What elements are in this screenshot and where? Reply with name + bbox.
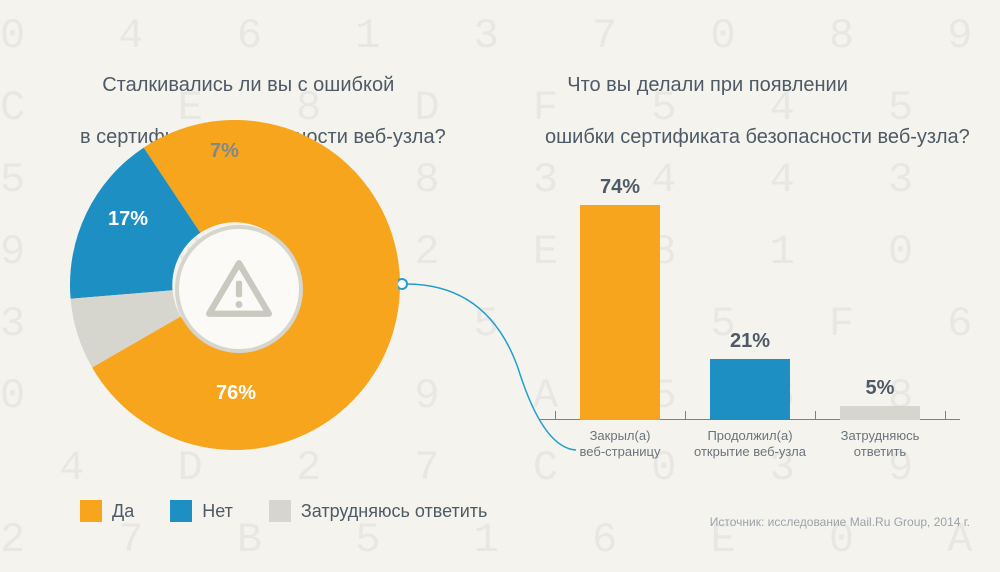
bar-value-label: 74% <box>555 176 685 199</box>
legend-swatch <box>170 500 192 522</box>
source-note: Источник: исследование Mail.Ru Group, 20… <box>710 515 970 529</box>
legend-swatch <box>80 500 102 522</box>
bar <box>710 359 790 420</box>
donut-label-no: 17% <box>108 208 148 231</box>
bar <box>580 205 660 420</box>
left-title-line1: Сталкивались ли вы с ошибкой <box>102 74 394 96</box>
bar-chart: 74%Закрыл(а) веб-страницу21%Продолжил(а)… <box>540 130 960 460</box>
legend-label: Затрудняюсь ответить <box>301 501 488 522</box>
legend-item: Затрудняюсь ответить <box>269 500 488 522</box>
bar-axis-tick <box>815 411 816 420</box>
legend: Да Нет Затрудняюсь ответить <box>80 500 487 522</box>
bar-axis-tick <box>685 411 686 420</box>
bar-category-label: Закрыл(а) веб-страницу <box>555 420 685 460</box>
donut-label-dk: 7% <box>210 140 239 163</box>
bar-value-label: 21% <box>685 330 815 353</box>
bar-axis-tick <box>945 411 946 420</box>
warning-triangle-icon <box>206 260 272 318</box>
legend-item: Нет <box>170 500 233 522</box>
right-title-line1: Что вы делали при появлении <box>567 74 848 96</box>
bar-value-label: 5% <box>815 377 945 400</box>
bar-column: 5%Затрудняюсь ответить <box>815 377 945 421</box>
bar-category-label: Затрудняюсь ответить <box>815 420 945 460</box>
legend-item: Да <box>80 500 134 522</box>
bar-axis-tick <box>555 411 556 420</box>
legend-swatch <box>269 500 291 522</box>
legend-label: Нет <box>202 501 233 522</box>
bar-column: 74%Закрыл(а) веб-страницу <box>555 176 685 420</box>
bar <box>840 406 920 421</box>
donut-chart: 76% 17% 7% <box>70 120 400 450</box>
donut-center-badge <box>175 225 303 353</box>
legend-label: Да <box>112 501 134 522</box>
donut-label-yes: 76% <box>216 382 256 405</box>
bar-column: 21%Продолжил(а) открытие веб-узла <box>685 330 815 420</box>
bar-category-label: Продолжил(а) открытие веб-узла <box>685 420 815 460</box>
